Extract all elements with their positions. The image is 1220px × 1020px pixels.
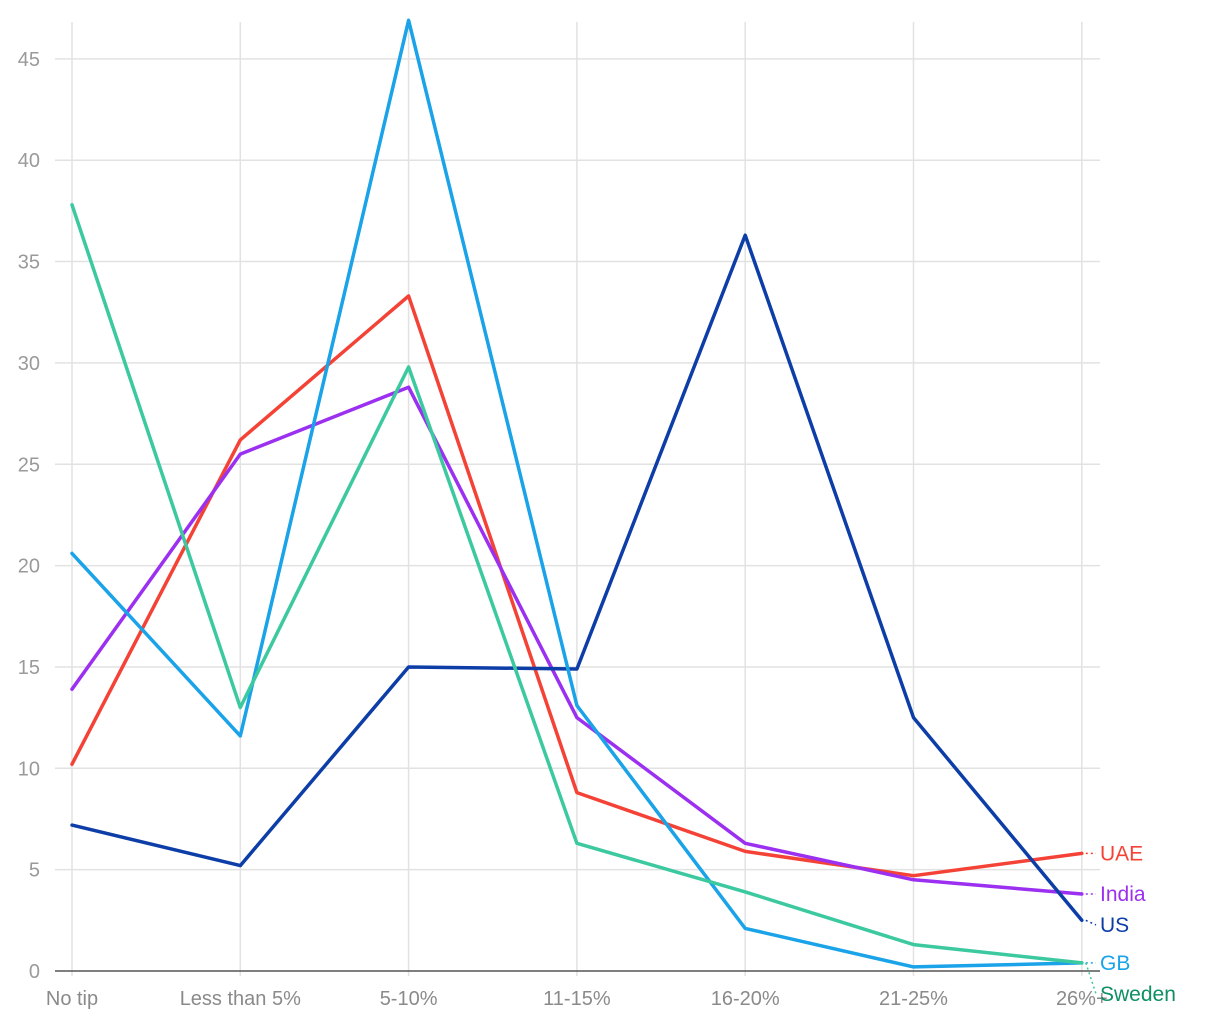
series-label-us: US bbox=[1100, 914, 1129, 937]
y-axis-ticks: 0 5 10 15 20 25 30 35 40 45 bbox=[18, 49, 40, 983]
x-tick-label: 11-15% bbox=[543, 988, 611, 1010]
y-tick-label: 10 bbox=[18, 758, 40, 780]
x-tick-label: 21-25% bbox=[879, 988, 948, 1010]
y-tick-label: 25 bbox=[18, 454, 40, 476]
y-tick-label: 5 bbox=[29, 860, 40, 882]
series-line-sweden bbox=[70, 203, 1084, 965]
series-label-india: India bbox=[1100, 883, 1146, 906]
y-tick-label: 45 bbox=[18, 49, 40, 71]
y-tick-label: 0 bbox=[29, 961, 40, 983]
series-line-gb bbox=[70, 18, 1084, 969]
series-line-india bbox=[70, 385, 1084, 896]
x-tick-label: Less than 5% bbox=[180, 988, 301, 1010]
x-axis-ticks: No tip Less than 5% 5-10% 11-15% 16-20% 21-25… bbox=[46, 988, 1108, 1010]
gridlines bbox=[55, 22, 1100, 976]
x-tick-label: No tip bbox=[46, 988, 98, 1010]
leader-line-us bbox=[1085, 919, 1097, 926]
series-label-uae: UAE bbox=[1100, 842, 1143, 865]
x-tick-label: 16-20% bbox=[711, 988, 780, 1010]
series-label-sweden: Sweden bbox=[1100, 983, 1176, 1006]
series-lines bbox=[70, 18, 1084, 969]
series-labels: UAE India US GB Sweden bbox=[1085, 842, 1176, 1006]
y-tick-label: 15 bbox=[18, 657, 40, 679]
y-tick-label: 40 bbox=[18, 150, 40, 172]
y-tick-label: 30 bbox=[18, 353, 40, 375]
x-tick-label: 26%+ bbox=[1056, 988, 1108, 1010]
y-tick-label: 20 bbox=[18, 556, 40, 578]
series-label-gb: GB bbox=[1100, 952, 1130, 975]
series-line-us bbox=[70, 233, 1084, 923]
leader-line-sweden bbox=[1085, 962, 1097, 995]
y-tick-label: 35 bbox=[18, 252, 40, 274]
series-line-uae bbox=[70, 294, 1084, 878]
x-tick-label: 5-10% bbox=[380, 988, 438, 1010]
